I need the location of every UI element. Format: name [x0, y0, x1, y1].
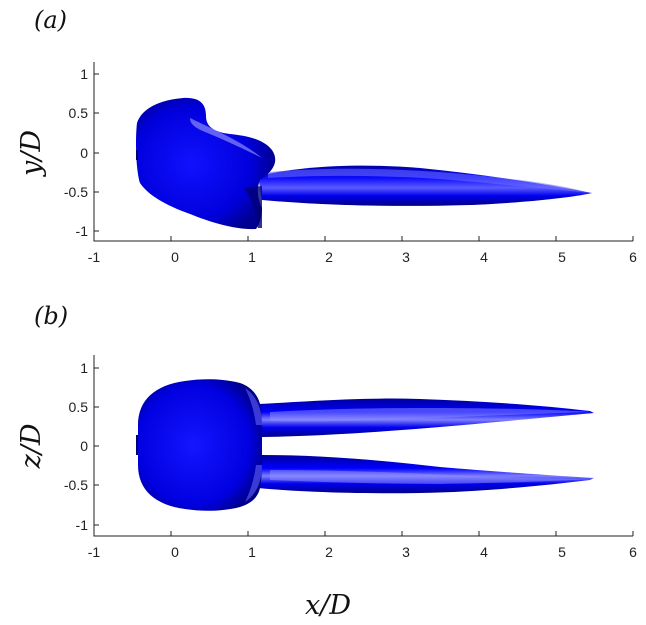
tick-label: -0.5: [64, 184, 88, 200]
panel-b: (b) z/D -1 0 1 2 3 4 5 6 1: [16, 302, 637, 560]
tick-label: 6: [629, 249, 637, 265]
tick-label: 1: [248, 544, 256, 560]
tick-label: -1: [88, 249, 101, 265]
panel-b-yticks: 1 0.5 0 -0.5 -1: [64, 360, 99, 533]
tick-label: 1: [80, 66, 88, 82]
tick-label: 6: [629, 544, 637, 560]
panel-a-ylabel: y/D: [16, 130, 47, 177]
panel-b-ylabel: z/D: [16, 423, 47, 469]
panel-a-yticks: 1 0.5 0 -0.5 -1: [64, 66, 99, 239]
tick-label: 0: [171, 249, 179, 265]
panel-b-xticks: -1 0 1 2 3 4 5 6: [88, 531, 637, 560]
tick-label: 0.5: [69, 399, 89, 415]
tick-label: 0: [171, 544, 179, 560]
tick-label: 1: [248, 249, 256, 265]
tick-label: 5: [558, 249, 566, 265]
tick-label: 4: [480, 544, 488, 560]
tick-label: -1: [76, 223, 89, 239]
panel-a: (a) y/D -1 0 1 2 3 4 5 6 1: [16, 6, 637, 265]
panel-a-label: (a): [34, 6, 67, 34]
panel-a-isosurface: [136, 97, 592, 230]
tick-label: -1: [76, 517, 89, 533]
tick-label: 0: [80, 145, 88, 161]
panel-b-isosurface: [136, 379, 594, 511]
tick-label: -0.5: [64, 477, 88, 493]
tick-label: 2: [325, 544, 333, 560]
x-axis-label: x/D: [305, 590, 351, 621]
tick-label: 2: [325, 249, 333, 265]
panel-b-label: (b): [34, 302, 68, 330]
tick-label: 3: [402, 544, 410, 560]
tick-label: -1: [88, 544, 101, 560]
tick-label: 3: [402, 249, 410, 265]
tick-label: 1: [80, 360, 88, 376]
tick-label: 5: [558, 544, 566, 560]
tick-label: 0.5: [69, 105, 89, 121]
panel-a-xticks: -1 0 1 2 3 4 5 6: [88, 236, 637, 265]
tick-label: 0: [80, 438, 88, 454]
tick-label: 4: [480, 249, 488, 265]
